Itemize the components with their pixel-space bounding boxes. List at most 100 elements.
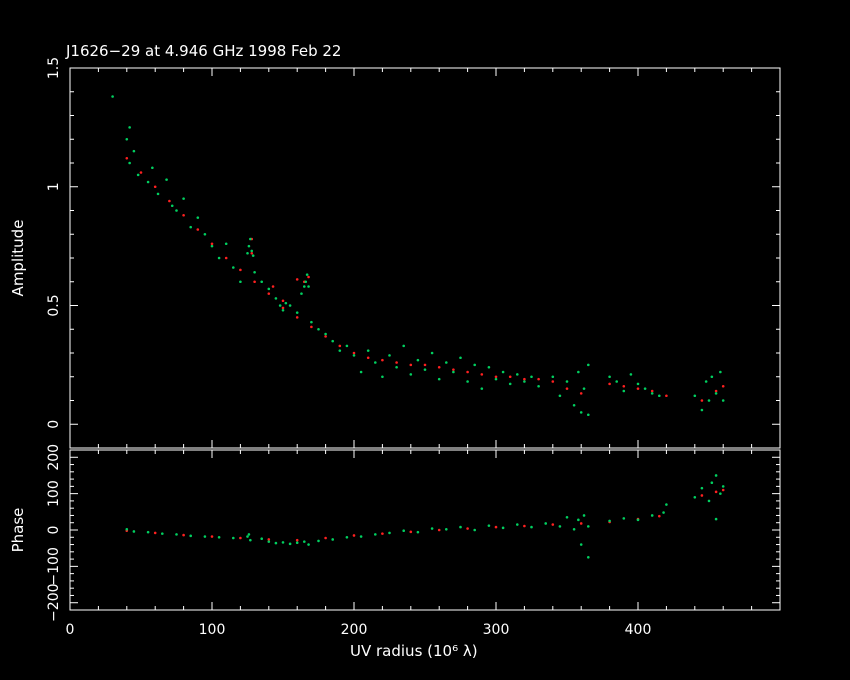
model-point [210,242,214,246]
data-point [608,519,611,523]
model-point [437,365,441,369]
model-point [239,536,242,540]
data-point [523,380,526,383]
amplitude-panel: 0 0.5 1 1.5 [46,57,781,449]
data-point [501,370,505,374]
data-point [587,413,590,417]
data-point [374,361,377,364]
data-point [203,232,207,236]
model-point [281,299,285,303]
model-point [182,213,185,217]
data-point [615,380,618,383]
data-point [629,373,633,376]
model-point [338,344,342,348]
data-point [182,197,185,200]
x-tick-label: 100 [199,622,226,638]
data-point [530,525,533,529]
data-point [295,311,299,314]
data-point [572,527,576,531]
data-point [247,533,251,536]
data-point [719,492,722,495]
data-point [516,523,519,526]
data-point [587,525,590,528]
model-point [381,358,384,362]
data-point [714,517,718,521]
data-point [693,495,697,499]
data-point [267,287,271,291]
x-tick-label: 400 [625,622,652,638]
data-point [501,526,505,530]
data-point [352,354,356,357]
data-point [395,365,398,369]
data-point [281,541,285,544]
model-point [239,268,242,272]
data-point [278,304,282,307]
data-point [210,244,214,248]
data-point [430,527,434,530]
data-point [246,535,249,538]
model-point [480,373,484,376]
data-point [381,375,384,379]
data-point [704,380,708,383]
model-point [267,292,271,295]
data-point [707,399,711,402]
data-point [224,242,228,246]
model-point [466,527,469,530]
data-point [300,292,303,295]
data-point [288,542,292,546]
data-point [175,533,178,536]
data-point [146,530,150,534]
data-point [577,518,580,522]
data-point [714,392,718,395]
model-point [700,494,704,497]
data-point [317,327,320,331]
data-point [288,304,292,307]
data-point [721,485,725,488]
model-point [523,524,526,528]
data-point [710,375,714,379]
chart-title: J1626−29 at 4.946 GHz 1998 Feb 22 [66,42,342,60]
model-point [295,538,299,542]
data-point [508,382,512,386]
data-point [693,394,697,398]
data-point [253,270,256,274]
data-point [232,266,235,269]
data-point [274,297,278,300]
data-point [388,354,391,357]
y-tick-label: −200 [46,584,62,622]
data-point [636,518,640,522]
model-point [494,525,498,529]
data-point [530,375,533,379]
model-point [721,488,725,492]
model-point [310,325,313,329]
data-point [662,511,665,514]
data-point [577,370,580,374]
data-point [304,280,308,284]
model-point [324,536,327,540]
data-point [565,380,569,383]
model-point [658,514,661,518]
model-point [721,384,725,388]
model-point [210,535,214,538]
amplitude-axis-label: Amplitude [9,219,27,297]
model-point [168,199,171,203]
model-point [537,377,540,381]
y-tick-label: 0.5 [46,294,62,316]
phase-frame [69,449,781,611]
data-point [132,530,136,533]
data-point [707,499,711,503]
data-point [345,535,349,539]
model-point [508,375,512,379]
data-point [466,380,469,383]
data-point [374,533,377,536]
data-point [658,394,661,398]
data-point [622,389,626,393]
model-point [452,368,455,371]
phase-panel: −200−100 0 100 200 0 100 200 300 400 [46,444,781,638]
model-point [608,382,611,386]
model-point [622,384,626,388]
data-point [246,251,249,255]
model-point [650,389,654,393]
data-point [125,137,129,141]
data-point [700,486,704,490]
